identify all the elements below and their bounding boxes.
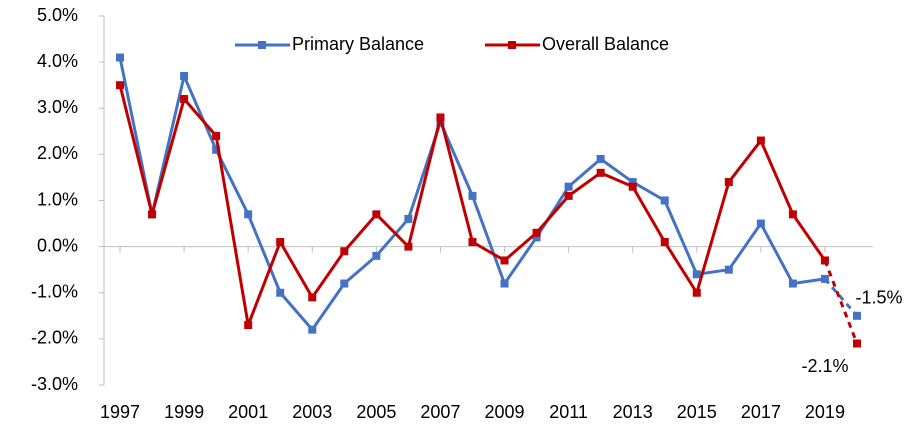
marker	[308, 293, 317, 302]
projection-line	[823, 277, 859, 317]
marker	[244, 321, 253, 330]
y-tick-label: 4.0%	[37, 51, 78, 71]
marker	[468, 238, 477, 247]
marker	[756, 219, 765, 228]
marker	[276, 288, 285, 297]
y-tick-label: -3.0%	[31, 374, 78, 394]
marker	[180, 95, 189, 104]
marker	[820, 256, 829, 265]
marker	[724, 178, 733, 187]
marker	[308, 325, 317, 334]
data-label: -1.5%	[855, 288, 902, 308]
y-tick-label: -2.0%	[31, 328, 78, 348]
series-line	[118, 84, 827, 327]
marker	[852, 311, 861, 320]
marker	[212, 131, 221, 140]
marker	[852, 339, 861, 348]
marker	[340, 279, 349, 288]
x-tick-label: 1999	[164, 402, 204, 422]
y-tick-label: -1.0%	[31, 282, 78, 302]
marker	[564, 191, 573, 200]
y-tick-label: 3.0%	[37, 97, 78, 117]
marker	[404, 242, 413, 251]
marker	[244, 210, 253, 219]
marker	[532, 228, 541, 237]
x-tick-label: 2013	[613, 402, 653, 422]
marker	[692, 288, 701, 297]
marker	[500, 279, 509, 288]
marker	[532, 233, 541, 242]
marker	[276, 238, 285, 247]
y-tick-label: 2.0%	[37, 143, 78, 163]
marker	[596, 154, 605, 163]
x-tick-label: 2009	[484, 402, 524, 422]
marker	[660, 238, 669, 247]
marker	[372, 251, 381, 260]
x-tick-label: 2011	[549, 402, 588, 422]
marker	[468, 191, 477, 200]
marker	[788, 279, 797, 288]
marker	[788, 210, 797, 219]
marker	[180, 71, 189, 80]
legend-label: Primary Balance	[292, 34, 424, 54]
x-tick-label: 2003	[292, 402, 332, 422]
y-tick-label: 0.0%	[37, 235, 78, 255]
marker	[820, 274, 829, 283]
x-tick-label: 2019	[805, 402, 845, 422]
x-tick-label: 2001	[228, 402, 268, 422]
x-tick-label: 1997	[100, 402, 140, 422]
marker	[116, 81, 125, 90]
marker	[500, 256, 509, 265]
marker	[116, 53, 125, 62]
marker	[628, 178, 637, 187]
marker	[148, 210, 157, 219]
legend-marker	[508, 41, 516, 49]
y-tick-label: 1.0%	[37, 189, 78, 209]
marker	[372, 210, 381, 219]
marker	[212, 145, 221, 154]
y-tick-label: 5.0%	[37, 5, 78, 25]
x-tick-label: 2015	[677, 402, 717, 422]
data-label: -2.1%	[801, 356, 848, 376]
x-tick-label: 2005	[356, 402, 396, 422]
marker	[660, 196, 669, 205]
x-tick-label: 2017	[741, 402, 781, 422]
marker	[692, 270, 701, 279]
marker	[596, 168, 605, 177]
marker	[436, 113, 445, 122]
marker	[564, 182, 573, 191]
marker	[628, 182, 637, 191]
marker	[340, 247, 349, 256]
x-tick-label: 2007	[420, 402, 460, 422]
legend-label: Overall Balance	[542, 34, 669, 54]
marker	[404, 214, 413, 223]
marker	[724, 265, 733, 274]
marker	[756, 136, 765, 145]
legend-marker	[258, 41, 266, 49]
projection-line	[823, 259, 859, 345]
